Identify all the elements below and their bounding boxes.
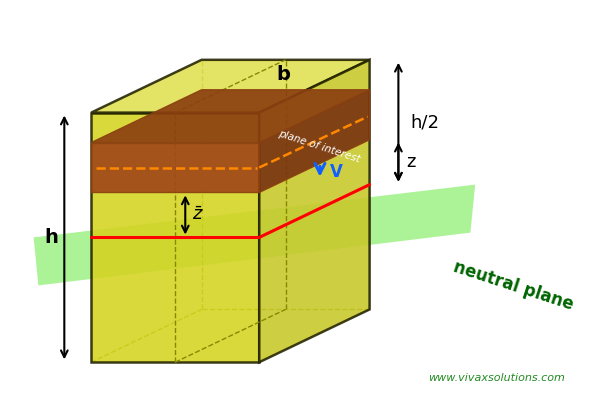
Polygon shape	[91, 90, 370, 142]
Polygon shape	[91, 60, 370, 113]
Text: plane of interest: plane of interest	[277, 128, 361, 164]
Polygon shape	[91, 142, 259, 192]
Polygon shape	[259, 60, 370, 362]
Polygon shape	[259, 90, 370, 192]
Text: h/2: h/2	[410, 113, 439, 131]
Polygon shape	[34, 185, 475, 285]
Text: z: z	[406, 153, 416, 171]
Text: www.vivaxsolutions.com: www.vivaxsolutions.com	[428, 373, 564, 383]
Polygon shape	[91, 113, 259, 362]
Text: h: h	[44, 228, 58, 247]
Text: $\bar{z}$: $\bar{z}$	[192, 206, 204, 224]
Text: V: V	[329, 162, 343, 180]
Text: neutral plane: neutral plane	[451, 257, 576, 313]
Text: b: b	[277, 65, 291, 84]
